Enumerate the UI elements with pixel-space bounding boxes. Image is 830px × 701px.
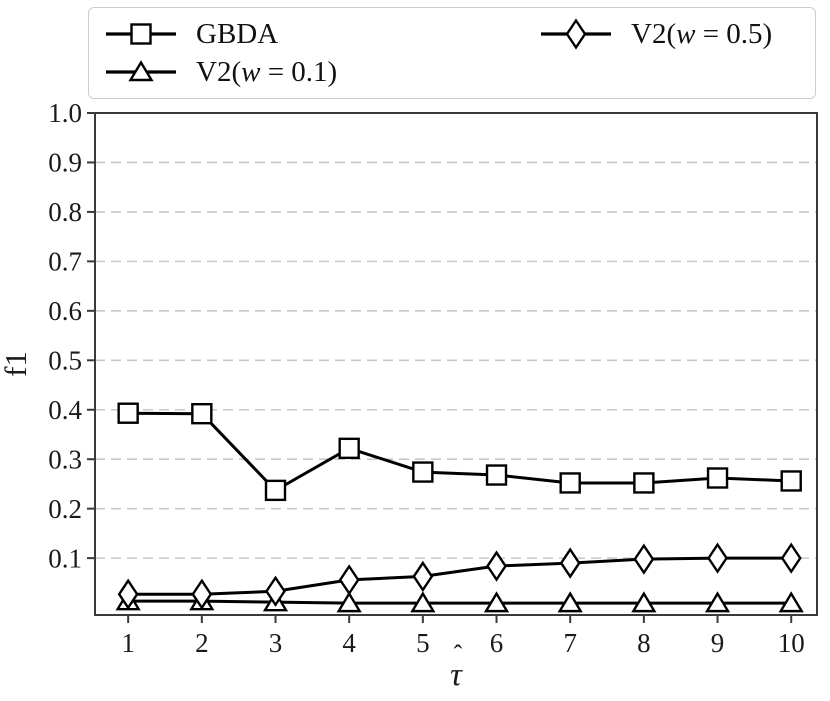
legend-marker — [565, 18, 587, 50]
y-tick-label: 0.4 — [48, 395, 82, 425]
diamond-marker-icon — [117, 578, 139, 610]
x-tick-label: 6 — [490, 628, 504, 658]
square-marker-icon — [130, 23, 152, 45]
y-tick-label: 0.9 — [48, 148, 82, 178]
y-tick-label: 0.8 — [48, 197, 82, 227]
triangle-marker-icon — [483, 591, 510, 613]
legend-item-v2-w05: V2(w = 0.5) — [541, 16, 772, 52]
legend-item-v2-w01: V2(w = 0.1) — [106, 54, 337, 90]
square-marker-icon — [412, 461, 434, 483]
series-line — [128, 411, 792, 492]
legend-item-label: V2(w = 0.5) — [631, 18, 773, 50]
plot-area-border — [94, 112, 818, 616]
square-marker-icon — [117, 402, 139, 424]
y-tick-label: 0.6 — [48, 296, 82, 326]
legend-item-gbda: GBDA — [106, 16, 278, 52]
y-axis-label: f1 — [0, 351, 33, 377]
x-tick-label: 4 — [342, 628, 356, 658]
legend-marker — [130, 23, 152, 45]
y-tick-label: 0.5 — [48, 345, 82, 375]
x-axis-label: τ — [450, 657, 463, 693]
x-tick-label: 9 — [711, 628, 725, 658]
legend: GBDA V2(w = 0.1) V2(w = 0.5) — [88, 7, 816, 99]
triangle-marker-icon — [557, 591, 583, 613]
diamond-marker-icon — [633, 543, 655, 575]
series-gbda — [117, 402, 802, 502]
square-marker-icon — [706, 467, 729, 489]
series-v2-w-0-5- — [117, 542, 802, 610]
x-tick-label: 3 — [269, 628, 283, 658]
x-tick-label: 8 — [637, 628, 651, 658]
square-marker-icon — [191, 403, 213, 425]
diamond-marker-icon — [191, 578, 213, 610]
x-tick-label: 10 — [778, 628, 805, 658]
x-axis-label-hat-accent: ˆ — [454, 640, 463, 669]
square-marker-icon — [338, 437, 360, 460]
diamond-marker-icon — [486, 550, 507, 582]
y-tick-label: 1.0 — [48, 98, 82, 128]
square-marker-icon — [106, 23, 176, 45]
y-tick-label: 0.2 — [48, 494, 82, 524]
legend-item-label: GBDA — [196, 18, 279, 50]
diamond-marker-icon — [338, 564, 360, 596]
series-line — [128, 599, 792, 605]
legend-item-label: V2(w = 0.1) — [196, 56, 338, 88]
triangle-marker-icon — [336, 591, 362, 613]
legend-marker — [128, 60, 154, 82]
triangle-marker-icon — [106, 60, 176, 82]
diamond-marker-icon — [412, 560, 434, 593]
diamond-marker-icon — [780, 542, 802, 574]
diamond-marker-icon — [265, 575, 286, 607]
triangle-marker-icon — [778, 591, 804, 613]
square-marker-icon — [633, 472, 655, 494]
triangle-marker-icon — [704, 591, 731, 613]
x-tick-label: 2 — [195, 628, 209, 658]
square-marker-icon — [485, 464, 508, 486]
y-tick-label: 0.7 — [48, 247, 82, 277]
triangle-marker-icon — [410, 591, 436, 613]
x-tick-label: 5 — [416, 628, 430, 658]
diamond-marker-icon — [707, 542, 728, 574]
x-tick-label: 1 — [121, 628, 135, 658]
y-tick-label: 0.3 — [48, 444, 82, 474]
y-tick-label: 0.1 — [48, 543, 82, 573]
diamond-marker-icon — [559, 547, 581, 579]
square-marker-icon — [780, 470, 802, 492]
diamond-marker-icon — [541, 18, 611, 50]
triangle-marker-icon — [128, 60, 154, 82]
series-line — [128, 556, 792, 596]
x-tick-label: 7 — [563, 628, 577, 658]
triangle-marker-icon — [631, 591, 657, 613]
square-marker-icon — [264, 479, 287, 502]
square-marker-icon — [559, 472, 581, 494]
diamond-marker-icon — [565, 18, 587, 50]
